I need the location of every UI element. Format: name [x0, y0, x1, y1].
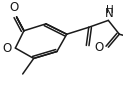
Text: H: H — [106, 5, 113, 15]
Text: O: O — [2, 42, 12, 55]
Text: N: N — [105, 7, 114, 20]
Text: O: O — [94, 41, 103, 54]
Text: O: O — [9, 1, 19, 14]
